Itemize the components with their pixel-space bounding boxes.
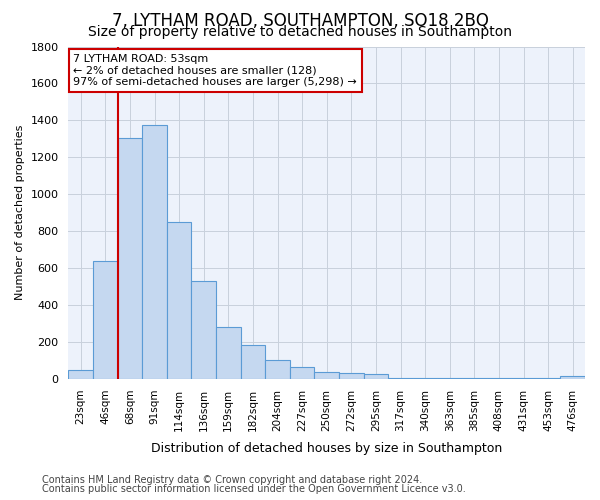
Bar [487, 378, 511, 379]
Bar [437, 378, 462, 379]
Bar [413, 378, 437, 379]
Bar [118, 138, 142, 379]
Bar [314, 372, 339, 379]
Bar [536, 378, 560, 379]
Bar [560, 376, 585, 379]
Bar [216, 328, 241, 379]
X-axis label: Distribution of detached houses by size in Southampton: Distribution of detached houses by size … [151, 442, 502, 455]
Bar [462, 378, 487, 379]
Text: 7, LYTHAM ROAD, SOUTHAMPTON, SO18 2BQ: 7, LYTHAM ROAD, SOUTHAMPTON, SO18 2BQ [112, 12, 488, 30]
Bar [339, 374, 364, 379]
Text: Size of property relative to detached houses in Southampton: Size of property relative to detached ho… [88, 25, 512, 39]
Text: Contains HM Land Registry data © Crown copyright and database right 2024.: Contains HM Land Registry data © Crown c… [42, 475, 422, 485]
Y-axis label: Number of detached properties: Number of detached properties [15, 125, 25, 300]
Bar [364, 374, 388, 379]
Bar [241, 345, 265, 379]
Text: 7 LYTHAM ROAD: 53sqm
← 2% of detached houses are smaller (128)
97% of semi-detac: 7 LYTHAM ROAD: 53sqm ← 2% of detached ho… [73, 54, 357, 87]
Bar [167, 222, 191, 379]
Bar [388, 378, 413, 379]
Bar [93, 261, 118, 379]
Bar [265, 360, 290, 379]
Bar [142, 125, 167, 379]
Bar [191, 281, 216, 379]
Bar [511, 378, 536, 379]
Text: Contains public sector information licensed under the Open Government Licence v3: Contains public sector information licen… [42, 484, 466, 494]
Bar [290, 367, 314, 379]
Bar [68, 370, 93, 379]
